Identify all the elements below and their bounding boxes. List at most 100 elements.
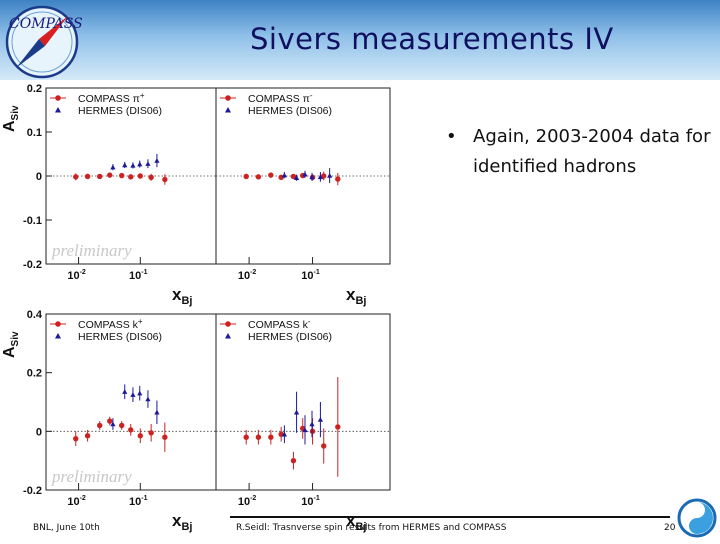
data-point xyxy=(107,418,113,424)
institute-badge-icon xyxy=(677,498,717,538)
x-tick-label: 10-2 xyxy=(67,269,86,282)
data-point xyxy=(302,171,308,177)
legend-marker xyxy=(225,107,231,113)
series-compass xyxy=(243,377,341,477)
data-point xyxy=(327,172,333,178)
x-tick-label: 10-1 xyxy=(129,495,148,508)
data-point xyxy=(268,172,274,178)
compass-logo: COMPASS xyxy=(5,5,82,79)
bullet-item: • Again, 2003-2004 data for identified h… xyxy=(446,122,716,182)
data-point xyxy=(309,174,315,180)
y-tick-label: -0.1 xyxy=(23,215,42,227)
footer-center: R.Seidl: Trasnverse spin results from HE… xyxy=(236,523,507,533)
preliminary-label: preliminary xyxy=(51,241,132,260)
data-point xyxy=(321,173,327,179)
x-axis-label: xBj xyxy=(172,285,192,307)
x-tick-label: 10-2 xyxy=(67,495,86,508)
chart-panels: 0.2 0.1 0 -0.1 -0.2 ASiv 10-2 10-1 xBj preliminar… xyxy=(1,83,391,533)
data-point xyxy=(73,435,79,442)
data-point xyxy=(281,172,287,178)
data-point xyxy=(335,176,341,182)
x-tick-label: 10-2 xyxy=(238,495,257,508)
data-point xyxy=(293,175,300,180)
series-compass xyxy=(243,171,341,186)
series-hermes xyxy=(281,391,324,445)
page-number: 20 xyxy=(664,523,676,533)
series-hermes xyxy=(281,168,333,184)
data-point xyxy=(255,434,262,440)
data-point xyxy=(162,176,168,183)
data-point xyxy=(73,174,79,180)
data-point xyxy=(128,427,134,433)
data-point xyxy=(122,389,128,394)
x-axis-label: xBj xyxy=(346,285,366,307)
data-point xyxy=(130,162,136,168)
legend-marker xyxy=(55,333,61,339)
data-point xyxy=(317,174,324,180)
legend-label: COMPASS π- xyxy=(248,91,313,105)
x-tick-label: 10-2 xyxy=(238,269,257,282)
data-point xyxy=(128,174,134,180)
footer-rule xyxy=(230,516,670,518)
slide-header xyxy=(0,0,720,80)
data-point xyxy=(97,173,103,180)
legend-marker xyxy=(55,321,61,327)
data-point xyxy=(293,409,300,415)
data-point xyxy=(137,390,143,396)
data-point xyxy=(302,427,308,433)
legend-marker xyxy=(225,321,231,327)
legend-marker xyxy=(55,107,61,113)
data-point xyxy=(84,433,91,439)
plot-frame xyxy=(215,313,391,491)
compass-needle-red xyxy=(39,16,68,46)
slide-title: Sivers measurements IV xyxy=(250,22,614,56)
chart-panel-top-left: 0.2 0.1 0 -0.1 -0.2 ASiv 10-2 10-1 xBj preliminar… xyxy=(1,83,217,307)
data-point xyxy=(107,172,113,178)
y-tick-label: 0 xyxy=(36,426,42,438)
legend-label: HERMES (DIS06) xyxy=(248,331,332,343)
y-tick-label: 0.2 xyxy=(27,368,42,380)
y-axis-label: ASiv xyxy=(1,105,21,132)
data-point xyxy=(122,162,128,168)
x-tick-label: 10-1 xyxy=(301,269,320,282)
data-point xyxy=(110,164,116,170)
legend-label: HERMES (DIS06) xyxy=(78,105,162,117)
data-point xyxy=(110,421,116,427)
y-tick-label: 0.2 xyxy=(27,83,42,95)
y-tick-label: -0.2 xyxy=(23,485,42,497)
legend-marker xyxy=(55,95,61,101)
data-point xyxy=(281,431,287,437)
compass-logo-text: COMPASS xyxy=(9,16,82,32)
data-point xyxy=(309,428,316,435)
compass-needle-blue xyxy=(16,39,45,68)
y-tick-label: 0.1 xyxy=(27,127,42,139)
bullet-text: Again, 2003-2004 data for identified had… xyxy=(473,126,711,177)
y-axis-label: ASiv xyxy=(1,331,21,358)
chart-figure: 0.2 0.1 0 -0.1 -0.2 ASiv 10-2 10-1 xBj preliminar… xyxy=(0,82,432,540)
series-compass xyxy=(73,416,168,452)
y-tick-label: 0 xyxy=(36,171,42,183)
data-point xyxy=(243,173,249,180)
series-compass xyxy=(73,172,168,185)
preliminary-label: preliminary xyxy=(51,467,132,486)
data-point xyxy=(137,173,143,179)
x-tick-label: 10-1 xyxy=(301,495,320,508)
chart-panel-bottom-left: 0.4 0.2 0 -0.2 ASiv 10-2 10-1 xBj preliminary COM… xyxy=(1,309,217,533)
data-point xyxy=(148,174,154,181)
legend-label: COMPASS k- xyxy=(248,317,311,331)
data-point xyxy=(243,434,249,440)
data-point xyxy=(137,433,143,439)
x-axis-label: xBj xyxy=(172,511,192,533)
legend-marker xyxy=(225,333,231,339)
chart-panel-top-right: 10-2 10-1 xBj COMPASS π-HERMES (DIS06) xyxy=(215,87,391,307)
data-point xyxy=(290,457,297,464)
data-point xyxy=(97,422,103,429)
data-point xyxy=(268,434,274,440)
data-point xyxy=(119,422,125,429)
y-tick-label: -0.2 xyxy=(23,259,42,271)
series-hermes xyxy=(110,384,160,430)
data-point xyxy=(290,173,297,180)
data-point xyxy=(154,409,160,415)
legend-label: COMPASS k+ xyxy=(78,317,143,331)
